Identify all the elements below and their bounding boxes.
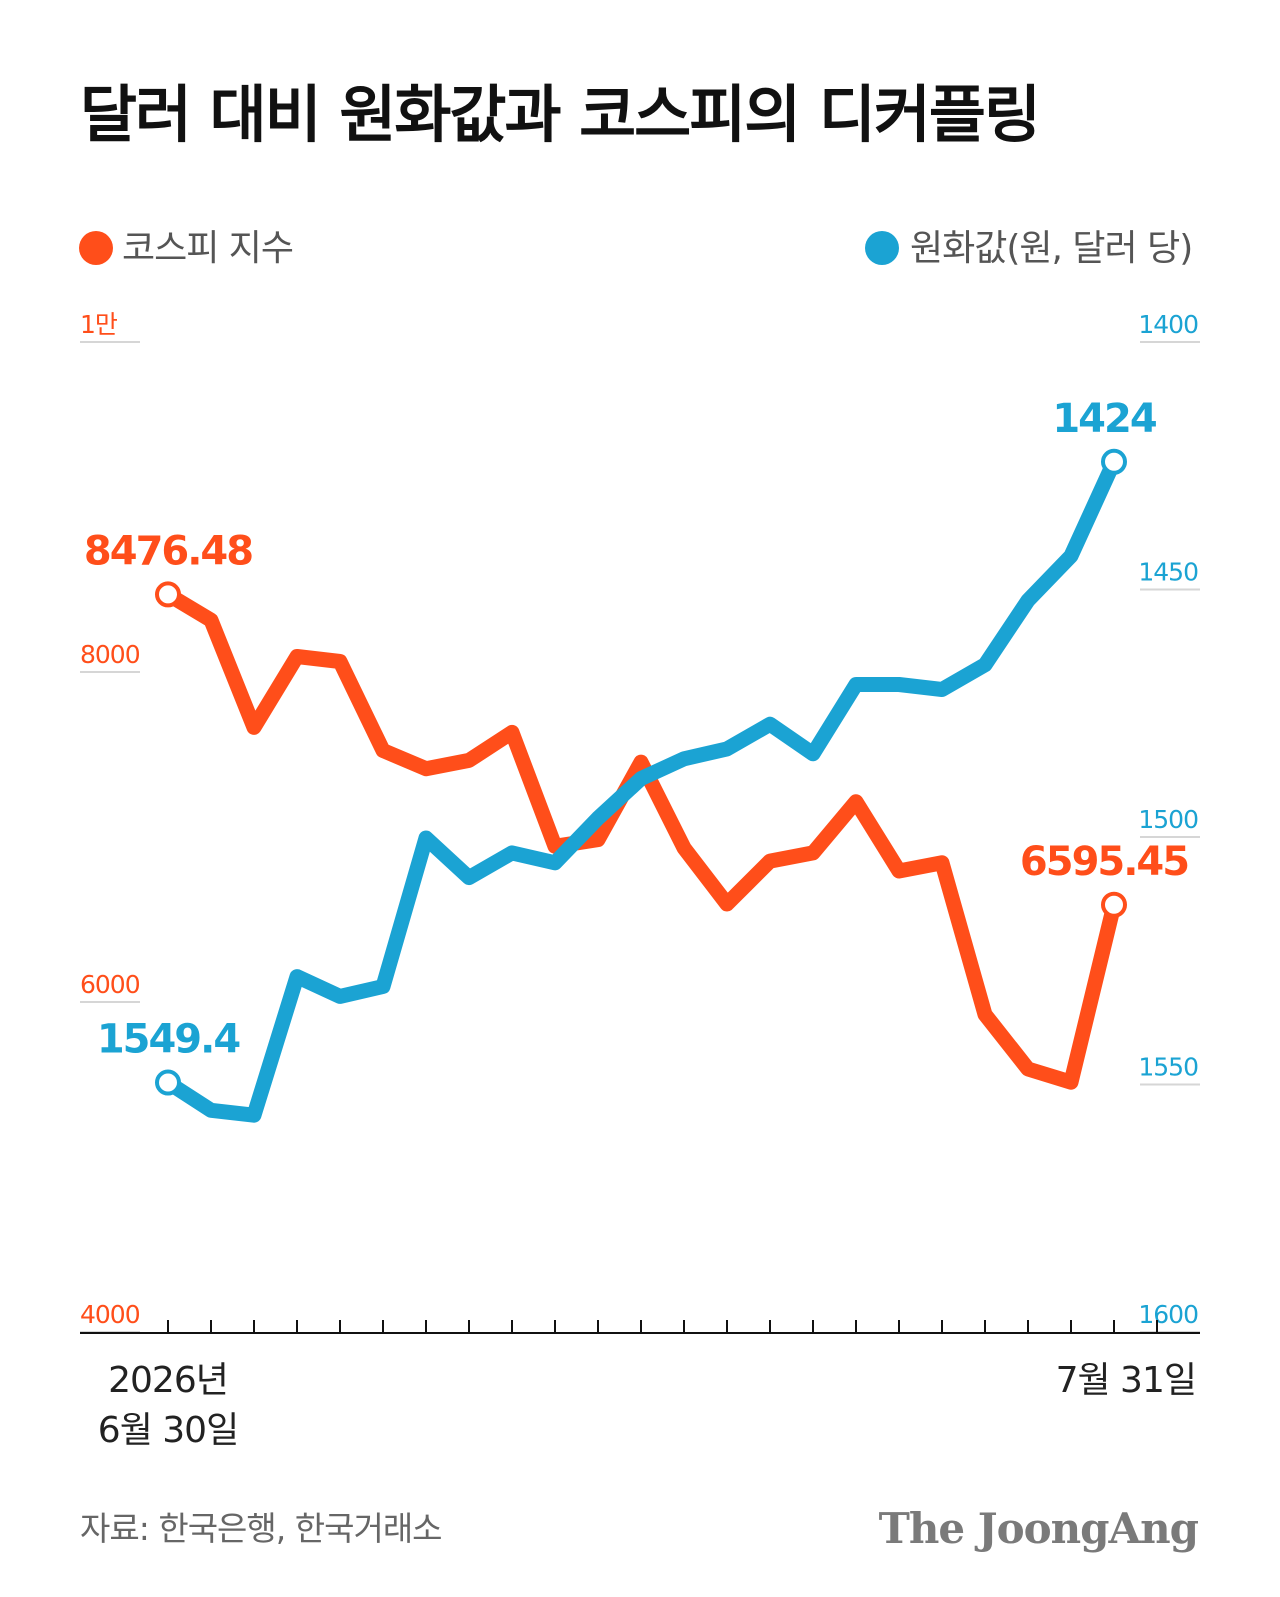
kospi-start-value-label: 8476.48 — [84, 528, 252, 574]
x-label-start-date: 6월 30일 — [98, 1410, 238, 1451]
legend-krw-swatch — [865, 231, 899, 265]
x-axis-ticks — [167, 1320, 1158, 1333]
right-tick-label: 1600 — [1138, 1300, 1198, 1329]
right-axis: 1400 1450 1500 1550 1600 — [1138, 310, 1200, 1333]
legend-kospi-label: 코스피 지수 — [122, 228, 293, 269]
krw-end-marker — [1101, 448, 1127, 475]
krw-start-marker — [155, 1069, 181, 1096]
right-tick-label: 1450 — [1138, 558, 1198, 587]
right-tick-label: 1400 — [1138, 310, 1198, 339]
krw-series-line — [160, 454, 1122, 1123]
x-label-start-year: 2026년 — [108, 1360, 228, 1401]
chart-title: 달러 대비 원화값과 코스피의 디커플링 — [80, 78, 1039, 151]
left-tick-label: 1만 — [80, 310, 118, 339]
krw-end-value-label: 1424 — [1052, 396, 1155, 442]
kospi-end-value-label: 6595.45 — [1020, 839, 1188, 885]
legend-kospi-swatch — [79, 231, 113, 265]
right-tick-label: 1550 — [1138, 1053, 1198, 1082]
left-tick-label: 8000 — [80, 640, 140, 669]
kospi-start-marker — [155, 581, 181, 608]
brand-logo: The JoongAng — [879, 1504, 1199, 1553]
source-note: 자료: 한국은행, 한국거래소 — [80, 1509, 442, 1548]
kospi-end-marker — [1101, 891, 1127, 918]
markers-layer: 8476.48 6595.45 1549.4 1424 — [84, 396, 1190, 1096]
left-axis: 4000 6000 8000 1만 — [80, 310, 141, 1333]
krw-start-value-label: 1549.4 — [97, 1017, 240, 1063]
series-layer — [160, 454, 1122, 1123]
x-label-end-date: 7월 31일 — [1056, 1360, 1196, 1401]
right-tick-label: 1500 — [1138, 805, 1198, 834]
left-tick-label: 6000 — [80, 970, 140, 999]
kospi-series-line — [160, 586, 1122, 1090]
legend: 코스피 지수 원화값(원, 달러 당) — [79, 228, 1193, 269]
left-tick-label: 4000 — [80, 1300, 140, 1329]
legend-krw-label: 원화값(원, 달러 당) — [910, 228, 1192, 269]
